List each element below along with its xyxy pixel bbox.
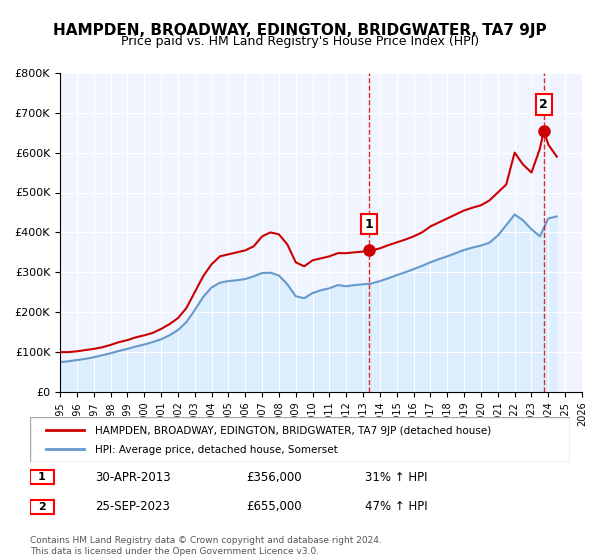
Text: Contains HM Land Registry data © Crown copyright and database right 2024.
This d: Contains HM Land Registry data © Crown c… (30, 536, 382, 556)
Text: 1: 1 (364, 217, 373, 231)
Text: 47% ↑ HPI: 47% ↑ HPI (365, 500, 427, 514)
Text: 30-APR-2013: 30-APR-2013 (95, 470, 170, 484)
Text: Price paid vs. HM Land Registry's House Price Index (HPI): Price paid vs. HM Land Registry's House … (121, 35, 479, 49)
Text: 2: 2 (38, 502, 46, 512)
Text: £356,000: £356,000 (246, 470, 302, 484)
Text: 1: 1 (38, 472, 46, 482)
Text: 25-SEP-2023: 25-SEP-2023 (95, 500, 170, 514)
FancyBboxPatch shape (30, 470, 54, 484)
Text: HPI: Average price, detached house, Somerset: HPI: Average price, detached house, Some… (95, 445, 338, 455)
Text: £655,000: £655,000 (246, 500, 302, 514)
Text: 2: 2 (539, 98, 548, 111)
Text: HAMPDEN, BROADWAY, EDINGTON, BRIDGWATER, TA7 9JP: HAMPDEN, BROADWAY, EDINGTON, BRIDGWATER,… (53, 24, 547, 38)
Text: 31% ↑ HPI: 31% ↑ HPI (365, 470, 427, 484)
Text: HAMPDEN, BROADWAY, EDINGTON, BRIDGWATER, TA7 9JP (detached house): HAMPDEN, BROADWAY, EDINGTON, BRIDGWATER,… (95, 426, 491, 436)
FancyBboxPatch shape (30, 417, 570, 462)
FancyBboxPatch shape (30, 500, 54, 514)
